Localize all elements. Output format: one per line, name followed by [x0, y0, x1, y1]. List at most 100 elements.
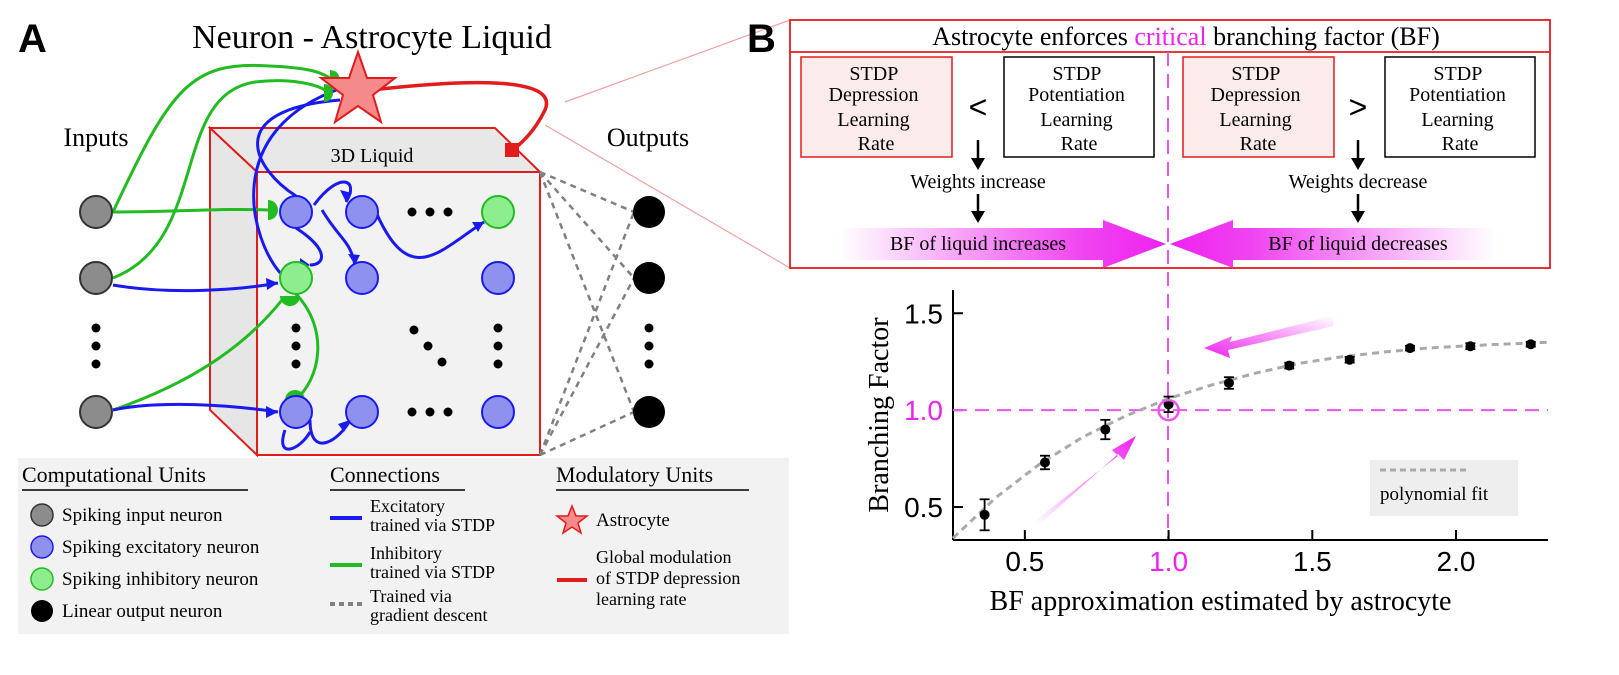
inhibitory-neuron — [279, 261, 313, 295]
excitatory-neuron — [345, 261, 379, 295]
critical-point-ring — [1157, 398, 1180, 422]
up-trend-arrow — [1036, 436, 1136, 524]
x-axis-label: BF approximation estimated by astrocyte — [990, 586, 1452, 617]
legend-background — [18, 458, 789, 634]
y-axis-label: Branching Factor — [864, 317, 895, 513]
x-tick-label: 1.5 — [1293, 546, 1332, 577]
excitatory-neuron — [279, 395, 313, 429]
outputs-label: Outputs — [607, 123, 689, 152]
inhibitory-connections — [111, 63, 331, 412]
input-neuron — [79, 261, 113, 295]
excitatory-neuron — [279, 195, 313, 229]
legend-gradient-line2: gradient descent — [370, 605, 487, 625]
legend-global-line3: learning rate — [596, 589, 686, 609]
legend-input-swatch — [30, 503, 54, 527]
svg-text:STDP Potentiation Lear: STDP Potentiation Learning Rate — [1409, 63, 1511, 155]
right-depression-line: Rate — [1240, 133, 1277, 155]
input-neurons — [79, 195, 113, 429]
right-weights-label: Weights decrease — [1289, 171, 1428, 193]
left-depression-line: STDP — [849, 63, 898, 85]
output-neuron — [633, 396, 665, 428]
y-tick-label: 1.0 — [904, 395, 943, 426]
astrocyte-star — [318, 48, 398, 125]
panel-a-letter: A — [18, 17, 47, 61]
right-bf-label: BF of liquid decreases — [1268, 233, 1448, 255]
zoom-lines — [544, 19, 791, 269]
right-potentiation-line: Potentiation — [1409, 84, 1506, 106]
legend-global-line2: of STDP depression — [596, 568, 740, 588]
left-depression-line: Learning — [837, 109, 909, 131]
x-tick-label: 1.0 — [1149, 546, 1188, 577]
x-tick-label: 0.5 — [1005, 546, 1044, 577]
left-potentiation-line: Potentiation — [1028, 84, 1125, 106]
right-depression-line: STDP — [1231, 63, 1280, 85]
legend-inhibitory-label: Spiking inhibitory neuron — [62, 569, 259, 590]
legend-excitatory-line2: trained via STDP — [370, 515, 495, 535]
right-potentiation-box — [1384, 56, 1536, 158]
panel-b-letter: B — [747, 17, 776, 61]
output-neuron — [633, 262, 665, 294]
left-potentiation-line: Learning — [1040, 109, 1112, 131]
legend-astrocyte-label: Astrocyte — [596, 510, 670, 531]
mechanism-header: Astrocyte enforces critical branching fa… — [932, 22, 1440, 51]
global-modulation-line — [371, 80, 549, 157]
right-depression-line: Learning — [1219, 109, 1291, 131]
data-point — [1344, 354, 1355, 365]
right-depression-box — [1182, 56, 1335, 158]
legend-excitatory-label: Spiking excitatory neuron — [62, 537, 260, 558]
legend-modulatory-heading: Modulatory Units — [556, 462, 713, 487]
legend-inhibitory-line1: Inhibitory — [370, 543, 442, 563]
bf-chart: 0.5 1.0 1.5 0.5 1.0 1.5 2.0 BF approximation es… — [864, 290, 1549, 617]
left-potentiation-box — [1003, 56, 1155, 158]
legend-excitatory-swatch — [30, 535, 54, 559]
excitatory-neuron — [345, 395, 379, 429]
left-weights-label: Weights increase — [910, 171, 1046, 193]
left-bf-label: BF of liquid increases — [890, 233, 1066, 255]
liquid-label: 3D Liquid — [331, 145, 414, 167]
right-bf-arrow — [1170, 220, 1495, 268]
left-depression-box — [800, 56, 953, 158]
legend-inhibitory-line2: trained via STDP — [370, 562, 495, 582]
panel-a-title: Neuron - Astrocyte Liquid — [192, 19, 552, 56]
excitatory-neuron — [345, 195, 379, 229]
legend-inhibitory-swatch — [30, 567, 54, 591]
left-down-arrows — [971, 140, 985, 223]
legend-excitatory-line1: Excitatory — [370, 496, 445, 516]
legend-output-label: Linear output neuron — [62, 601, 223, 622]
legend-global-line1: Global modulation — [596, 547, 731, 567]
left-potentiation-line: STDP — [1052, 63, 1101, 85]
legend-output-swatch — [31, 600, 53, 622]
polynomial-fit-line — [951, 340, 1549, 540]
inputs-label: Inputs — [64, 123, 129, 152]
input-ellipsis — [91, 323, 101, 369]
excitatory-neuron — [481, 395, 515, 429]
output-neurons — [633, 196, 665, 428]
left-bf-arrow — [840, 220, 1166, 268]
right-potentiation-line: Rate — [1442, 133, 1479, 155]
input-neuron — [79, 395, 113, 429]
y-tick-label: 1.5 — [904, 298, 943, 329]
data-point — [1525, 339, 1536, 350]
legend-computational-heading: Computational Units — [22, 462, 206, 487]
left-potentiation-line: Rate — [1061, 133, 1098, 155]
svg-text:STDP Potentiation Lear: STDP Potentiation Learning Rate — [1028, 63, 1130, 155]
inhibitory-neuron — [481, 195, 515, 229]
data-point — [1405, 343, 1416, 354]
left-depression-line: Depression — [829, 84, 919, 106]
right-down-arrows — [1351, 140, 1365, 223]
right-potentiation-line: Learning — [1421, 109, 1493, 131]
data-point — [1163, 399, 1174, 410]
liquid-ellipsis — [291, 207, 503, 417]
right-potentiation-line: STDP — [1433, 63, 1482, 85]
right-operator: > — [1349, 89, 1368, 125]
input-neuron — [79, 195, 113, 229]
liquid-neurons — [279, 195, 515, 429]
svg-text:STDP Depression Learni: STDP Depression Learning Rate — [829, 63, 924, 155]
legend-astrocyte-star — [554, 503, 590, 535]
legend-connections-heading: Connections — [330, 462, 440, 487]
excitatory-neuron — [481, 261, 515, 295]
data-point — [1223, 378, 1234, 389]
data-point — [1465, 341, 1476, 352]
svg-text:STDP Depression Learni: STDP Depression Learning Rate — [1211, 63, 1306, 155]
